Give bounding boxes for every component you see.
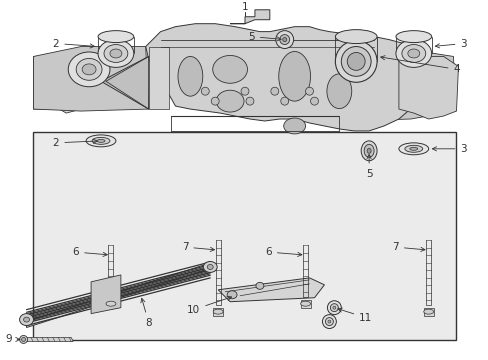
Ellipse shape [404, 145, 422, 152]
Ellipse shape [207, 265, 213, 269]
Ellipse shape [327, 320, 330, 323]
Text: 11: 11 [337, 308, 372, 323]
Text: 8: 8 [141, 298, 152, 328]
Ellipse shape [330, 304, 338, 312]
Ellipse shape [201, 87, 209, 95]
Ellipse shape [398, 143, 428, 155]
Text: 5: 5 [365, 154, 372, 179]
Ellipse shape [341, 46, 370, 76]
Polygon shape [106, 300, 116, 308]
Ellipse shape [283, 118, 305, 134]
Text: 1: 1 [241, 2, 248, 12]
Polygon shape [423, 308, 433, 316]
Ellipse shape [401, 45, 425, 62]
Ellipse shape [300, 301, 310, 306]
Ellipse shape [278, 51, 310, 101]
Text: 3: 3 [431, 144, 466, 154]
Ellipse shape [106, 301, 116, 306]
Ellipse shape [305, 87, 313, 95]
Ellipse shape [346, 53, 365, 70]
Text: 2: 2 [53, 138, 97, 148]
Polygon shape [101, 57, 148, 109]
Ellipse shape [241, 87, 248, 95]
Polygon shape [23, 337, 73, 341]
Ellipse shape [86, 135, 116, 147]
Ellipse shape [409, 147, 417, 150]
Polygon shape [300, 300, 310, 308]
Ellipse shape [97, 139, 105, 142]
Ellipse shape [20, 314, 34, 325]
Polygon shape [34, 46, 148, 111]
Text: 7: 7 [182, 242, 214, 252]
Ellipse shape [23, 317, 29, 322]
Polygon shape [148, 46, 168, 109]
Text: 5: 5 [248, 32, 281, 42]
Ellipse shape [98, 31, 134, 42]
Ellipse shape [21, 337, 25, 341]
Ellipse shape [255, 282, 264, 289]
Polygon shape [213, 308, 223, 316]
Text: 3: 3 [434, 39, 466, 49]
Ellipse shape [407, 49, 419, 58]
Text: 4: 4 [380, 56, 459, 75]
Ellipse shape [325, 318, 333, 325]
Ellipse shape [332, 306, 335, 309]
Polygon shape [91, 275, 121, 314]
Ellipse shape [203, 261, 217, 273]
Polygon shape [26, 263, 212, 328]
Ellipse shape [275, 31, 293, 49]
Polygon shape [218, 278, 324, 302]
Ellipse shape [216, 90, 244, 112]
Ellipse shape [110, 49, 122, 58]
Polygon shape [145, 24, 418, 131]
Ellipse shape [395, 40, 431, 67]
Ellipse shape [335, 41, 376, 82]
Ellipse shape [68, 52, 110, 87]
Ellipse shape [280, 97, 288, 105]
Ellipse shape [98, 40, 134, 67]
Ellipse shape [178, 57, 203, 96]
Ellipse shape [20, 336, 27, 343]
Ellipse shape [279, 35, 289, 45]
Ellipse shape [366, 148, 370, 153]
Ellipse shape [245, 97, 253, 105]
Polygon shape [230, 10, 269, 24]
Ellipse shape [212, 55, 247, 83]
Ellipse shape [282, 37, 286, 41]
Text: 2: 2 [53, 39, 94, 49]
Ellipse shape [92, 138, 110, 144]
Ellipse shape [423, 309, 433, 314]
Bar [33, 132, 455, 339]
Text: 7: 7 [391, 242, 424, 252]
Ellipse shape [270, 87, 278, 95]
Text: 10: 10 [187, 296, 231, 315]
Polygon shape [339, 50, 454, 121]
Ellipse shape [76, 58, 102, 80]
Ellipse shape [327, 301, 341, 315]
Ellipse shape [226, 291, 237, 299]
Ellipse shape [322, 315, 336, 329]
Text: 6: 6 [72, 247, 107, 257]
Ellipse shape [364, 144, 373, 157]
Ellipse shape [361, 141, 376, 161]
Polygon shape [34, 50, 91, 113]
Polygon shape [398, 57, 458, 119]
Text: 9: 9 [5, 334, 20, 345]
Ellipse shape [82, 64, 96, 75]
Ellipse shape [104, 45, 127, 62]
Text: 6: 6 [264, 247, 301, 257]
Ellipse shape [335, 30, 376, 44]
Ellipse shape [326, 74, 351, 109]
Ellipse shape [213, 309, 223, 314]
Ellipse shape [310, 97, 318, 105]
Ellipse shape [211, 97, 219, 105]
Ellipse shape [395, 31, 431, 42]
